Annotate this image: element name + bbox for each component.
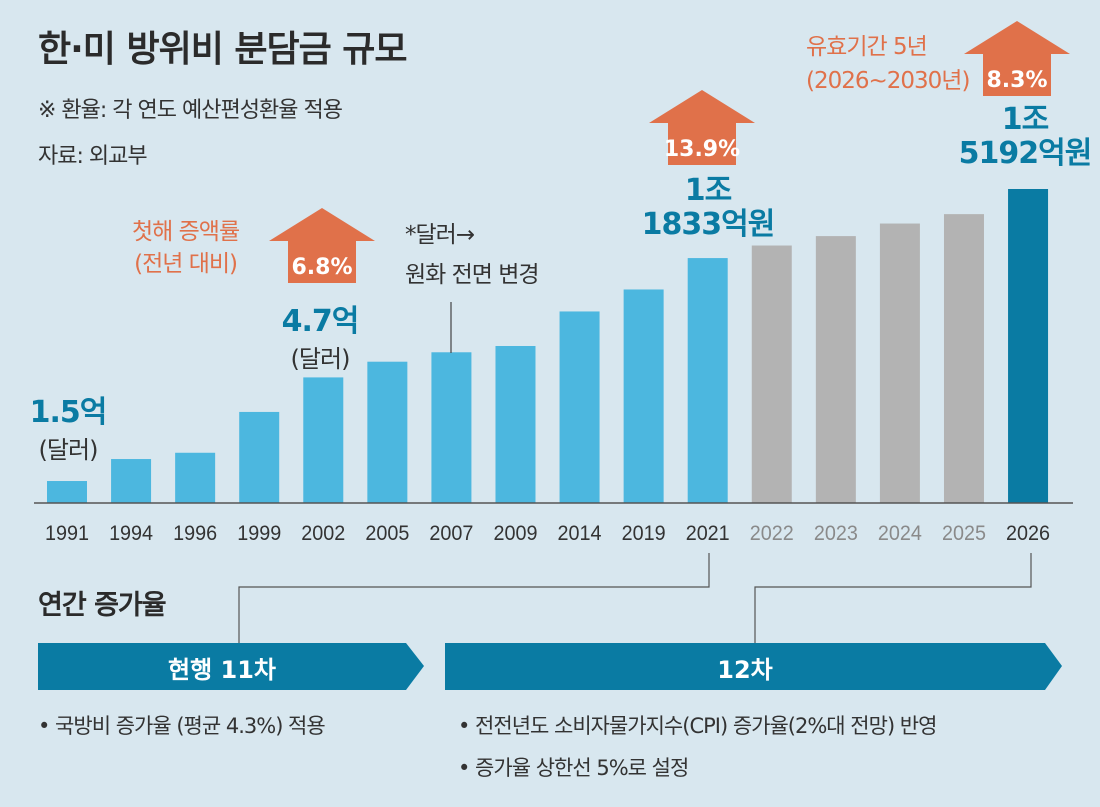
increase-arrow-2021: 13.9% [649, 90, 755, 165]
connector-11th [238, 553, 710, 643]
value-label-2026: 1조 5192억원 [935, 103, 1100, 171]
x-tick-2022: 2022 [750, 522, 794, 545]
bar-2021 [687, 258, 728, 503]
unit-2002: (달러) [290, 345, 351, 373]
annual-increase-title: 연간 증가율 [38, 590, 167, 621]
x-tick-2002: 2002 [301, 522, 345, 545]
chart-title: 한·미 방위비 분담금 규모 [38, 29, 407, 70]
bullet-12th-1: • 증가율 상한선 5%로 설정 [458, 756, 689, 780]
bar-1999 [239, 411, 280, 503]
arrow-label: 8.3% [986, 68, 1047, 93]
bar-2002 [303, 377, 344, 503]
validity-line2: (2026~2030년) [806, 68, 970, 94]
value-2021-line1: 1조 [684, 173, 732, 208]
bar-1991 [47, 481, 87, 503]
connector-12th [754, 553, 1032, 643]
bar-2024 [879, 223, 920, 504]
arrow-shape [649, 90, 755, 165]
arrow-label: 6.8% [291, 255, 352, 280]
increase-arrow-2002: 6.8% [269, 208, 375, 283]
bar-1996 [175, 452, 216, 503]
bar-2007 [431, 352, 472, 503]
x-tick-2023: 2023 [814, 522, 858, 545]
increase-arrow-2026: 8.3% [964, 21, 1070, 96]
bar-1994 [111, 459, 152, 503]
banner-11th [38, 643, 424, 690]
x-tick-2026: 2026 [1006, 522, 1050, 545]
value-2026-line2: 5192억원 [958, 136, 1093, 171]
bar-2022 [751, 245, 792, 503]
x-tick-1996: 1996 [173, 522, 217, 545]
x-tick-1991: 1991 [45, 522, 89, 545]
currency-change-line2: 원화 전면 변경 [405, 262, 540, 288]
bullet-12th-0: • 전전년도 소비자물가지수(CPI) 증가율(2%대 전망) 반영 [458, 714, 937, 738]
value-label-2002: 4.7억 (달러) [270, 305, 370, 374]
bullet-11th-0: • 국방비 증가율 (평균 4.3%) 적용 [38, 714, 326, 738]
bar-2014 [559, 311, 600, 503]
exchange-rate-note: ※ 환율: 각 연도 예산편성환율 적용 [38, 98, 343, 123]
first-year-increase-note: 첫해 증액률 (전년 대비) [132, 216, 240, 280]
increase-arrows: 6.8% 13.9% 8.3% [269, 21, 1070, 283]
arrow-shape [964, 21, 1070, 96]
bar-2019 [623, 289, 664, 503]
bar-2005 [367, 361, 408, 503]
x-tick-2024: 2024 [878, 522, 922, 545]
validity-line1: 유효기간 5년 [806, 34, 928, 60]
first-year-line1: 첫해 증액률 [132, 219, 240, 245]
x-tick-2009: 2009 [493, 522, 537, 545]
banner-11th-label: 현행 11차 [168, 656, 276, 684]
bar-2023 [815, 236, 856, 503]
currency-change-note: *달러→ 원화 전면 변경 [405, 215, 540, 295]
x-tick-2019: 2019 [622, 522, 666, 545]
value-2021-line2: 1833억원 [641, 207, 776, 242]
banner-12th-label: 12차 [717, 656, 773, 684]
arrow-label: 13.9% [664, 137, 740, 162]
bars-group [47, 189, 1049, 504]
currency-change-line1: *달러→ [405, 222, 475, 248]
value-2026-line1: 1조 [1001, 102, 1049, 137]
bar-2009 [495, 346, 536, 503]
x-tick-2025: 2025 [942, 522, 986, 545]
value-1991: 1.5억 [29, 395, 108, 430]
x-tick-2007: 2007 [429, 522, 473, 545]
x-tick-2014: 2014 [558, 522, 602, 545]
bar-2026 [1008, 189, 1049, 503]
arrow-shape [269, 208, 375, 283]
banner-12th [445, 643, 1062, 690]
value-2002: 4.7억 [281, 304, 360, 339]
x-tick-1994: 1994 [109, 522, 153, 545]
x-tick-labels: 1991 1994 1996 1999 2002 2005 2007 2009 2014 2019… [45, 522, 1050, 545]
validity-note: 유효기간 5년 (2026~2030년) [806, 30, 970, 98]
x-tick-1999: 1999 [237, 522, 281, 545]
first-year-line2: (전년 대비) [134, 251, 238, 277]
value-label-2021: 1조 1833억원 [618, 174, 798, 242]
source-note: 자료: 외교부 [38, 144, 148, 169]
bar-2025 [943, 214, 984, 503]
unit-1991: (달러) [38, 436, 99, 464]
x-tick-2021: 2021 [686, 522, 730, 545]
value-label-1991: 1.5억 (달러) [18, 396, 118, 465]
x-tick-2005: 2005 [365, 522, 409, 545]
